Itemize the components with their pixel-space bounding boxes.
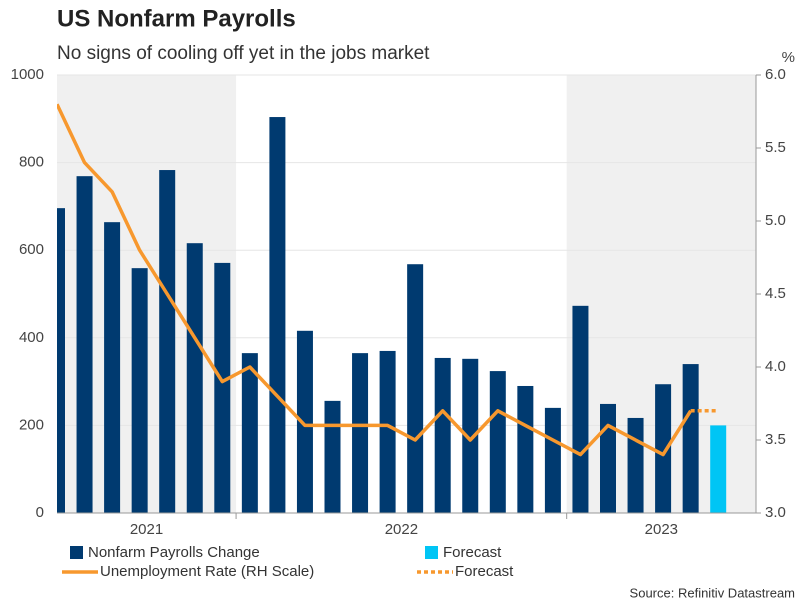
- bar: [214, 262, 231, 513]
- bar: [324, 400, 341, 513]
- source: Source: Refinitiv Datastream: [630, 585, 795, 600]
- y-tick-label: 0: [36, 504, 44, 521]
- bar: [544, 407, 561, 513]
- x-period-label: 2021: [130, 521, 163, 538]
- legend-label: Unemployment Rate (RH Scale): [100, 563, 314, 580]
- y2-tick-label: 3.5: [765, 431, 786, 448]
- legend-swatch: [70, 546, 83, 559]
- bar: [462, 358, 479, 513]
- legend-label: Nonfarm Payrolls Change: [88, 544, 260, 561]
- y-tick-label: 400: [19, 329, 44, 346]
- chart-subtitle: No signs of cooling off yet in the jobs …: [57, 43, 430, 64]
- bar: [600, 403, 616, 513]
- bar: [434, 357, 451, 513]
- bar: [655, 384, 672, 513]
- y2-tick-label: 5.0: [765, 212, 786, 229]
- bar: [76, 176, 93, 513]
- y2-unit: %: [782, 49, 795, 66]
- bar: [710, 425, 727, 513]
- bar: [186, 243, 203, 513]
- bar: [104, 222, 121, 513]
- legend-swatch: [425, 546, 438, 559]
- bar: [296, 330, 313, 513]
- bar: [57, 208, 65, 513]
- line: [57, 103, 693, 457]
- y2-tick-label: 3.0: [765, 504, 786, 521]
- x-period-label: 2022: [385, 521, 418, 538]
- bar: [407, 264, 424, 513]
- chart-title: US Nonfarm Payrolls: [57, 5, 296, 32]
- y2-tick-label: 5.5: [765, 139, 786, 156]
- y-tick-label: 600: [19, 241, 44, 258]
- legend-label: Forecast: [455, 563, 514, 580]
- bar: [489, 371, 506, 513]
- bar: [352, 353, 369, 513]
- bar: [682, 364, 699, 513]
- y2-tick-label: 4.0: [765, 358, 786, 375]
- y-tick-label: 200: [19, 416, 44, 433]
- y-tick-label: 1000: [11, 66, 44, 83]
- y-tick-label: 800: [19, 154, 44, 171]
- bar: [159, 170, 176, 513]
- y2-tick-label: 6.0: [765, 66, 786, 83]
- legend-label: Forecast: [443, 544, 502, 561]
- bar: [131, 268, 148, 513]
- x-period-label: 2023: [645, 521, 678, 538]
- bar: [379, 350, 396, 513]
- bar: [627, 417, 644, 513]
- bar: [269, 117, 286, 513]
- bar: [517, 385, 534, 513]
- y2-tick-label: 4.5: [765, 285, 786, 302]
- bar: [572, 305, 589, 513]
- bar: [241, 353, 258, 513]
